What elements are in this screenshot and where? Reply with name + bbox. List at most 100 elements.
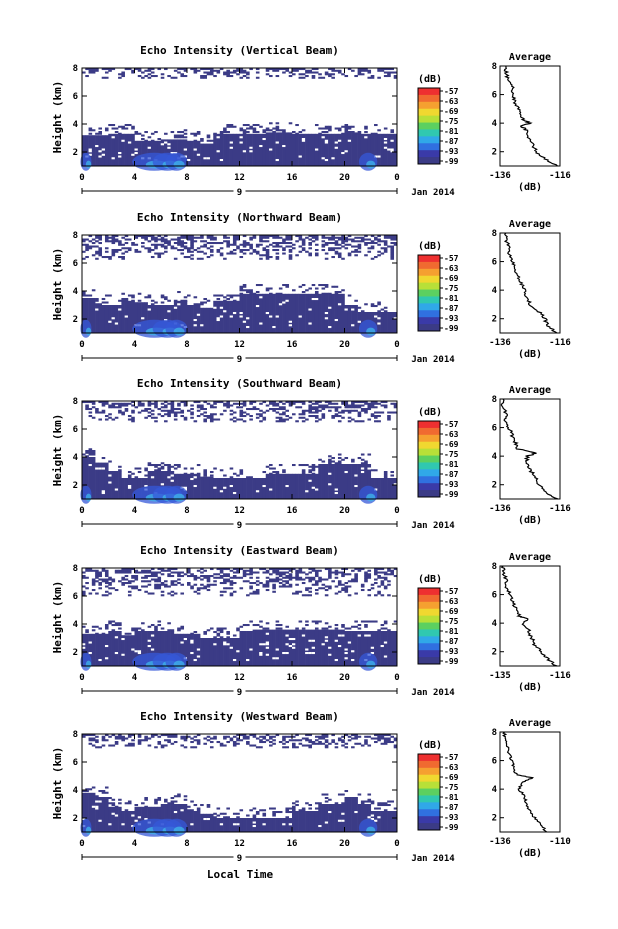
heatmap-cell xyxy=(337,291,342,294)
heatmap-cell xyxy=(357,69,362,72)
heatmap-cell xyxy=(301,68,306,71)
heatmap-cell xyxy=(121,292,125,295)
heatmap-cell xyxy=(364,409,368,412)
heatmap-cell xyxy=(285,585,290,588)
heatmap-cell xyxy=(308,811,312,832)
heatmap-cell xyxy=(118,631,122,666)
heatmap-cell xyxy=(154,573,158,576)
heatmap-cell xyxy=(259,125,263,128)
heatmap-cell xyxy=(308,469,312,472)
heatmap-cell xyxy=(288,401,293,404)
heatmap-cell xyxy=(239,625,244,628)
heatmap-cell xyxy=(374,631,378,666)
heatmap-cell xyxy=(209,245,214,248)
heatmap-cell xyxy=(354,625,358,628)
heatmap-gap xyxy=(275,648,280,651)
heatmap-cell xyxy=(272,580,276,583)
heatmap-gap xyxy=(321,157,326,160)
heatmap-cell xyxy=(216,249,221,252)
x-tick-label: 12 xyxy=(234,173,245,183)
heatmap-cell xyxy=(305,734,309,737)
heatmap-gap xyxy=(239,136,244,139)
heatmap-cell xyxy=(272,408,276,411)
heatmap-cell xyxy=(157,254,162,257)
heatmap-cell xyxy=(173,257,178,260)
heatmap-cell xyxy=(160,627,165,630)
heatmap-cell xyxy=(314,235,319,238)
heatmap-cell xyxy=(301,571,306,574)
heatmap-cell xyxy=(177,795,181,798)
heatmap-cell xyxy=(242,818,247,832)
heatmap-cell xyxy=(269,735,273,738)
heatmap-cell xyxy=(337,462,342,465)
heatmap-cell xyxy=(354,250,358,253)
heatmap-gap xyxy=(311,486,316,489)
heatmap-cell xyxy=(180,473,185,499)
heatmap-cell xyxy=(298,590,303,593)
heatmap-cell xyxy=(170,797,175,800)
heatmap-cell xyxy=(262,236,267,239)
heatmap-cell xyxy=(282,739,286,742)
heatmap-cell xyxy=(213,735,217,738)
heatmap-cell xyxy=(98,583,102,586)
heatmap-cell xyxy=(383,571,388,574)
heatmap-cell xyxy=(351,458,355,461)
heatmap-cell xyxy=(347,416,352,419)
heatmap-cell xyxy=(229,476,234,479)
heatmap-cell xyxy=(160,582,165,585)
heatmap-cell xyxy=(88,411,93,414)
heatmap-cell xyxy=(91,402,96,405)
heatmap-cell xyxy=(236,133,240,166)
heatmap-cell xyxy=(173,568,178,571)
chart-title: Echo Intensity (Southward Beam) xyxy=(137,377,342,390)
heatmap-cell xyxy=(229,252,234,255)
heatmap-cell xyxy=(288,250,293,253)
heatmap-cell xyxy=(364,411,368,414)
heatmap-cell xyxy=(324,622,329,625)
heatmap-cell xyxy=(239,739,244,742)
heatmap-cell xyxy=(295,406,299,409)
heatmap-gap xyxy=(232,659,237,662)
heatmap-cell xyxy=(118,465,122,468)
heatmap-cell xyxy=(314,401,319,404)
heatmap-cell xyxy=(255,68,260,71)
colorbar-frame xyxy=(417,753,441,831)
chart-title: Echo Intensity (Northward Beam) xyxy=(137,211,342,224)
heatmap-gap xyxy=(305,648,309,651)
heatmap-cell xyxy=(144,571,148,574)
heatmap-cell xyxy=(298,401,303,404)
heatmap-cell xyxy=(88,245,93,248)
heatmap-cell xyxy=(305,573,309,576)
heatmap-cell xyxy=(311,71,316,74)
y-tick-label: 8 xyxy=(73,730,78,740)
heatmap-cell xyxy=(364,625,368,628)
heatmap-cell xyxy=(252,236,257,239)
heatmap-cell xyxy=(393,402,398,405)
heatmap-gap xyxy=(216,136,221,139)
heatmap-gap xyxy=(190,823,194,826)
x-tick-label: 4 xyxy=(132,839,138,849)
heatmap-cell xyxy=(282,471,286,474)
heatmap-cell xyxy=(341,587,345,590)
heatmap-cell xyxy=(154,245,158,248)
heatmap-cell xyxy=(183,404,188,407)
heatmap-cell xyxy=(265,576,270,579)
heatmap-cell xyxy=(295,576,299,579)
heatmap-cell xyxy=(249,418,253,421)
heatmap-gap xyxy=(311,652,316,655)
heatmap-cell xyxy=(226,587,230,590)
heatmap-cell xyxy=(127,247,132,250)
heatmap-cell xyxy=(164,580,168,583)
heatmap-cell xyxy=(213,75,217,78)
heatmap-cell xyxy=(127,471,132,474)
heatmap-cell xyxy=(295,571,299,574)
x-tick-label: 4 xyxy=(132,506,138,516)
heatmap-cell xyxy=(328,133,332,166)
colorbar-tick-label: -57 xyxy=(444,254,459,263)
heatmap-cell xyxy=(242,242,247,245)
heatmap-cell xyxy=(144,416,148,419)
heatmap-cell xyxy=(137,411,142,414)
colorbar-tick-label: -69 xyxy=(444,274,459,283)
heatmap-cell xyxy=(246,476,250,479)
heatmap-cell xyxy=(219,252,224,255)
